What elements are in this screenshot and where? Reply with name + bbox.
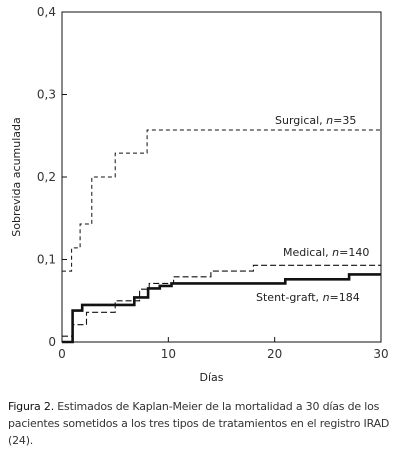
y-tick-label-2: 0,2	[37, 170, 56, 184]
y-tick-label-1: 0,1	[37, 253, 56, 267]
y-tick-label-4: 0,4	[37, 5, 56, 19]
y-axis-label: Sobrevida acumulada	[10, 117, 23, 237]
series-label-stent-graft: Stent-graft, n=184	[256, 291, 360, 304]
y-tick-label-0: 0	[48, 335, 56, 349]
x-tick-label-3: 30	[373, 347, 388, 361]
figure-caption: Figura 2. Estimados de Kaplan-Meier de l…	[8, 398, 398, 449]
x-tick-label-0: 0	[58, 347, 66, 361]
x-tick-label-2: 20	[267, 347, 282, 361]
caption-text: Estimados de Kaplan-Meier de la mortalid…	[8, 400, 390, 447]
series-line-surgical	[62, 129, 381, 272]
y-tick-label-3: 0,3	[37, 88, 56, 102]
series-line-medical	[62, 264, 381, 337]
series-labels: Surgical, n=35 Medical, n=140 Stent-graft,…	[256, 114, 369, 304]
km-chart: 0 0,1 0,2 0,3 0,4 0 10 20 30 Surgical, n=35 Medic…	[10, 5, 389, 384]
axis-ticks: 0 0,1 0,2 0,3 0,4 0 10 20 30	[37, 5, 389, 361]
series-group	[62, 129, 381, 344]
series-line-stent-graft	[62, 273, 381, 344]
x-tick-label-1: 10	[161, 347, 176, 361]
x-axis-label: Días	[200, 371, 224, 384]
series-label-medical: Medical, n=140	[283, 246, 369, 259]
caption-label: Figura 2.	[8, 400, 54, 413]
series-label-surgical: Surgical, n=35	[275, 114, 356, 127]
